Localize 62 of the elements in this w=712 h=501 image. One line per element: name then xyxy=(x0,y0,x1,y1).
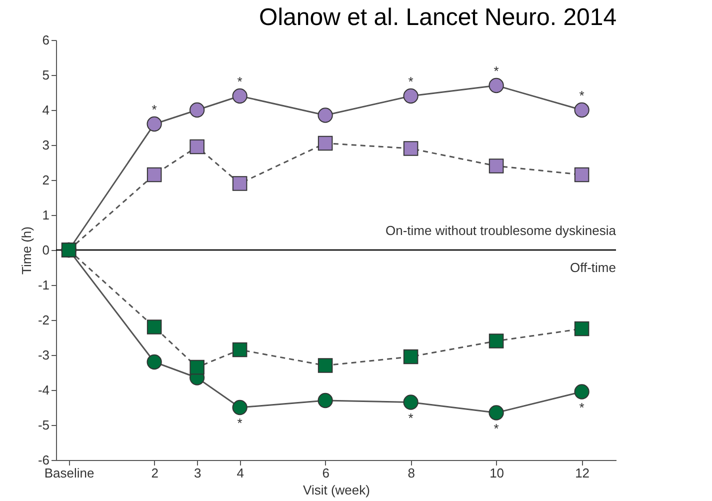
y-tick-label: 0 xyxy=(42,242,50,258)
y-axis-title: Time (h) xyxy=(18,226,34,274)
x-tick-label: 12 xyxy=(575,466,590,480)
x-axis-title: Visit (week) xyxy=(303,482,370,498)
annotation: * xyxy=(237,416,242,430)
y-tick-label: -3 xyxy=(38,348,50,362)
x-tick-label: 6 xyxy=(322,466,330,480)
point xyxy=(146,320,162,334)
x-tick-label: 3 xyxy=(194,466,202,480)
annotation: * xyxy=(408,74,414,89)
annotation: * xyxy=(579,400,584,415)
point xyxy=(574,384,590,400)
annotation: * xyxy=(579,88,584,103)
point xyxy=(232,88,248,104)
y-tick-label: 1 xyxy=(42,208,50,222)
point xyxy=(232,400,248,416)
y-tick-label: 2 xyxy=(42,172,50,188)
y-tick-label: -4 xyxy=(38,382,50,398)
point xyxy=(403,88,418,104)
point xyxy=(403,349,418,364)
point xyxy=(574,102,590,118)
point xyxy=(574,167,590,182)
chart-title: Olanow et al. Lancet Neuro. 2014 xyxy=(259,4,617,31)
point xyxy=(190,102,205,118)
point xyxy=(318,358,333,373)
point xyxy=(190,360,204,375)
point xyxy=(318,108,333,123)
x-tick-label: 8 xyxy=(408,466,415,480)
point xyxy=(232,176,248,191)
x-tick-label: 2 xyxy=(151,466,158,480)
x-tick-label: 4 xyxy=(236,466,244,480)
y-tick-label: -1 xyxy=(38,278,50,292)
point xyxy=(146,116,162,132)
y-tick-label: 3 xyxy=(42,138,50,152)
point xyxy=(574,321,590,336)
y-tick-label: 6 xyxy=(42,32,50,48)
point xyxy=(318,392,333,408)
point xyxy=(190,139,204,154)
x-tick-label: 10 xyxy=(490,466,504,480)
point xyxy=(488,78,504,94)
point xyxy=(232,342,248,358)
annotation: On-time without troublesome dyskinesia xyxy=(386,223,617,238)
point xyxy=(146,354,162,370)
y-tick-label: 4 xyxy=(42,102,50,118)
point xyxy=(318,136,333,151)
y-tick-label: -6 xyxy=(38,452,50,468)
y-tick-label: -2 xyxy=(38,312,50,328)
annotation: * xyxy=(494,64,499,78)
y-tick-label: 5 xyxy=(42,68,50,82)
annotation: * xyxy=(408,410,414,426)
annotation: * xyxy=(494,420,499,436)
point xyxy=(488,158,504,174)
point xyxy=(488,405,504,420)
point xyxy=(403,394,418,410)
point xyxy=(488,334,504,348)
annotation: * xyxy=(237,74,242,89)
x-tick-label: Baseline xyxy=(44,466,94,480)
point xyxy=(146,167,162,182)
y-tick-label: -5 xyxy=(38,418,50,432)
point xyxy=(403,141,418,156)
annotation: * xyxy=(152,102,157,117)
annotation: Off-time xyxy=(570,260,616,275)
